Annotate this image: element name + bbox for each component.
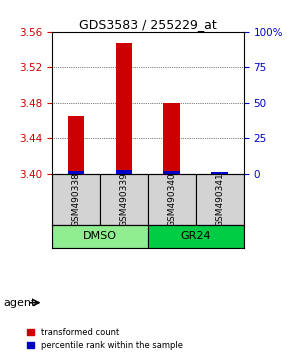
Text: GSM490339: GSM490339 <box>119 172 128 227</box>
Bar <box>148 174 196 225</box>
Text: GSM490340: GSM490340 <box>167 172 176 227</box>
Text: GSM490338: GSM490338 <box>72 172 81 227</box>
Bar <box>52 225 148 248</box>
Text: agent: agent <box>3 298 35 308</box>
Bar <box>196 174 244 225</box>
Bar <box>116 170 132 174</box>
Legend: transformed count, percentile rank within the sample: transformed count, percentile rank withi… <box>27 328 183 350</box>
Bar <box>164 171 180 174</box>
Bar <box>211 172 228 174</box>
Title: GDS3583 / 255229_at: GDS3583 / 255229_at <box>79 18 217 31</box>
Bar <box>116 42 132 174</box>
Text: GR24: GR24 <box>180 231 211 241</box>
Bar <box>52 174 100 225</box>
Bar <box>100 174 148 225</box>
Text: DMSO: DMSO <box>83 231 117 241</box>
Bar <box>68 116 84 174</box>
Bar <box>148 225 244 248</box>
Text: GSM490341: GSM490341 <box>215 172 224 227</box>
Bar <box>68 171 84 174</box>
Bar <box>164 103 180 174</box>
